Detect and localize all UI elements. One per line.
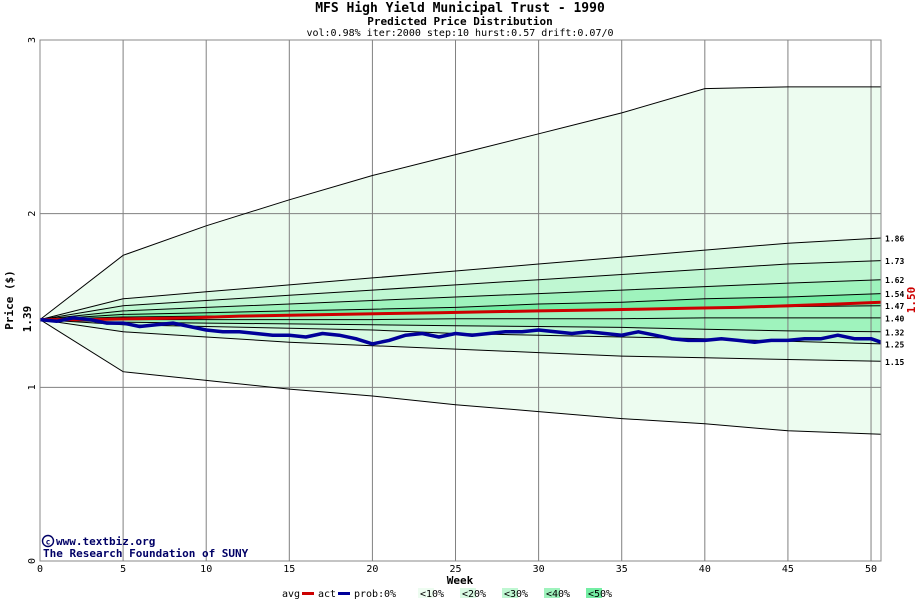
x-axis-ticks: 0 5 10 15 20 25 30 35 40 45 50 [37,564,877,575]
percentile-curve-p70 [39,293,882,321]
percentile-curve-p95 [39,237,882,321]
x-tick-label: 45 [782,564,794,575]
right-percentile-label: 1.62 [885,276,904,285]
copyright-line-1: www.textbiz.org [56,535,155,548]
band-lt40 [40,279,881,332]
copyright-block: c www.textbiz.org The Research Foundatio… [41,534,249,560]
right-percentile-label: 1.40 [885,314,904,323]
percentile-curve-p90 [39,260,882,321]
legend-band-label: <40% [546,589,570,600]
right-percentile-label: 1.73 [885,257,904,266]
plot-frame [39,39,882,562]
x-tick-label: 20 [366,564,378,575]
y-tick-label: 1 [27,384,38,390]
percentile-curve-p80 [39,279,882,321]
chart-subtitle: Predicted Price Distribution [367,15,552,28]
series-line-avg [40,300,882,322]
percentile-curve-p10 [39,319,882,362]
legend-band-swatch [502,588,518,598]
right-percentile-label: 1.86 [885,234,904,243]
copyright-icon [41,534,55,548]
x-tick-label: 50 [865,564,877,575]
x-tick-label: 30 [533,564,545,575]
legend-band-swatch [418,588,434,598]
legend: avg act prob: 0% <10% <20% <30% <40% <50% [282,588,612,600]
end-actual-price-label: 1.50 [905,287,918,314]
legend-band-label: 0% [384,589,396,600]
legend-band-swatch [460,588,476,598]
series-line-act [39,316,882,346]
legend-act-label: act [318,589,336,600]
start-price-label: 1.39 [21,306,34,333]
probability-bands [40,86,881,435]
x-tick-label: 35 [616,564,628,575]
copyright-c-glyph: c [46,538,51,547]
x-tick-label: 0 [37,564,43,575]
x-axis-label: Week [447,574,474,587]
y-tick-label: 3 [27,37,38,43]
x-tick-label: 25 [449,564,461,575]
x-tick-label: 10 [200,564,212,575]
x-tick-label: 40 [699,564,711,575]
legend-band-label: <50% [588,589,612,600]
right-percentile-label: 1.32 [885,328,904,337]
right-percentile-label: 1.47 [885,302,904,311]
chart-title: MFS High Yield Municipal Trust - 1990 [315,1,605,16]
percentile-curve-lower-extreme [39,319,882,435]
legend-avg-swatch [302,592,314,595]
band-lt50 [40,293,881,320]
legend-act-swatch [338,592,350,595]
right-percentile-label: 1.25 [885,340,904,349]
price-series [39,300,882,346]
legend-band-label: <30% [504,589,528,600]
y-tick-label: 2 [27,211,38,217]
legend-band-swatch [382,588,398,598]
legend-band-label: <10% [420,589,444,600]
y-tick-label: 0 [27,558,38,564]
percentile-curve-p50 [40,317,881,321]
chart-params: vol:0.98% iter:2000 step:10 hurst:0.57 d… [306,28,613,39]
percentile-curve-upper-extreme [39,86,881,320]
right-percentile-label: 1.15 [885,358,904,367]
legend-prob-prefix: prob: [354,589,384,600]
copyright-line-2: The Research Foundation of SUNY [43,547,249,560]
right-percentile-labels: 1.86 1.73 1.62 1.54 1.47 1.40 1.32 1.25 1.15 [885,234,904,366]
legend-band-swatch [544,588,560,598]
y-axis-ticks: 0 1 2 3 [27,37,38,564]
x-tick-label: 15 [283,564,295,575]
right-percentile-label: 1.54 [885,290,904,299]
legend-avg-label: avg [282,589,300,600]
legend-band-swatch [586,588,602,598]
legend-band-label: <20% [462,589,486,600]
x-tick-label: 5 [120,564,126,575]
y-axis-label: Price ($) [3,270,16,330]
